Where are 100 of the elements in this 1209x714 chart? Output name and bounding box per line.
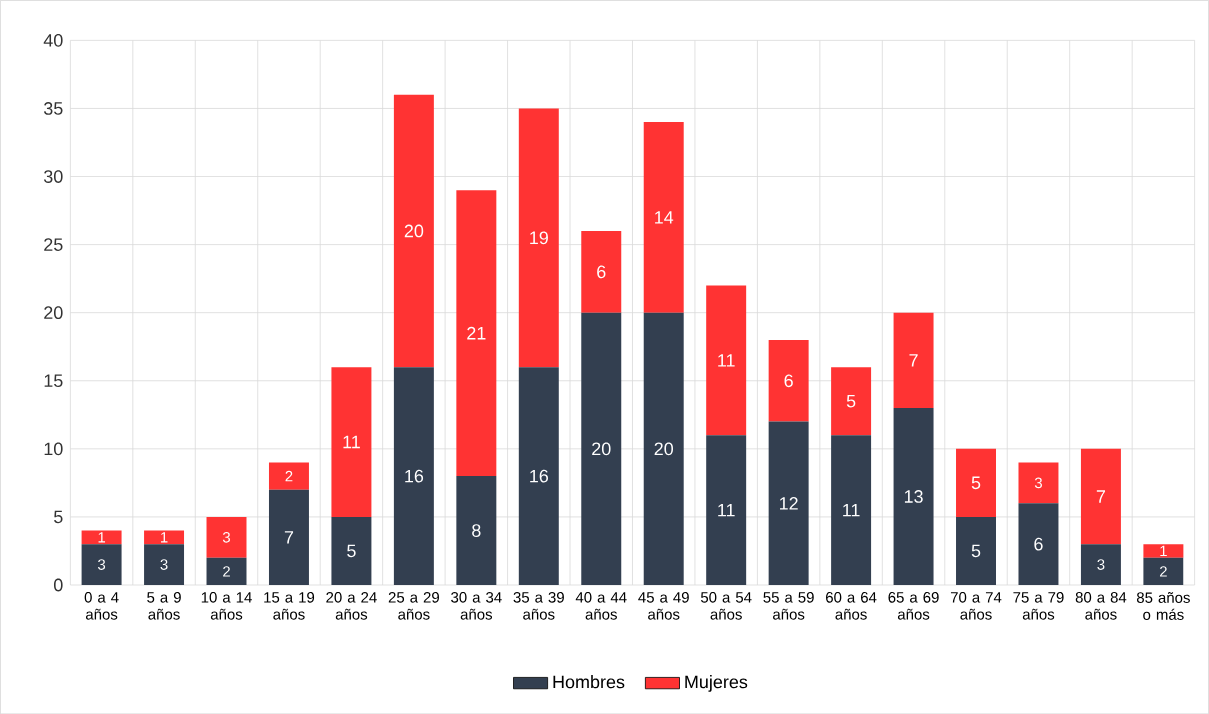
- data-label: 2: [223, 565, 230, 577]
- data-label: 6: [784, 374, 793, 387]
- bar: [643, 121, 684, 313]
- y-tick-label: 40: [43, 33, 63, 47]
- data-label: 12: [780, 496, 798, 510]
- bar: [81, 543, 122, 585]
- bar: [268, 489, 309, 585]
- data-label: 1: [1160, 545, 1167, 556]
- bar: [893, 312, 934, 408]
- y-tick-label: 5: [54, 510, 63, 524]
- data-label: 16: [405, 469, 424, 483]
- data-label: 21: [467, 326, 486, 340]
- legend-label: Mujeres: [685, 674, 748, 692]
- x-tick-label: 40 a 44 años: [575, 591, 627, 620]
- bar: [1018, 462, 1059, 504]
- bar: [81, 530, 122, 544]
- data-label: 1: [161, 532, 168, 543]
- x-tick-label: 80 a 84 años: [1075, 591, 1127, 620]
- bar: [1143, 543, 1184, 558]
- bar: [144, 530, 185, 544]
- x-tick-label: 45 a 49 años: [638, 591, 689, 620]
- data-label: 20: [592, 442, 611, 456]
- x-tick-label: 50 a 54 años: [700, 591, 752, 620]
- bar: [831, 435, 872, 585]
- data-label: 11: [718, 353, 735, 367]
- y-tick-label: 15: [44, 374, 63, 387]
- data-label: 11: [843, 503, 860, 517]
- x-tick-label: 30 a 34 años: [451, 591, 502, 620]
- data-label: 20: [404, 224, 424, 238]
- bar: [706, 285, 747, 436]
- data-label: 1: [98, 532, 106, 543]
- bar: [206, 557, 247, 585]
- data-label: 6: [597, 265, 606, 279]
- data-label: 8: [472, 524, 481, 537]
- data-label: 19: [530, 231, 548, 245]
- bar: [768, 421, 809, 585]
- y-tick-label: 0: [53, 578, 63, 592]
- data-label: 3: [97, 559, 106, 570]
- data-label: 11: [718, 503, 735, 517]
- data-label: 3: [222, 531, 231, 543]
- bar: [893, 407, 934, 585]
- bar: [518, 366, 559, 585]
- data-label: 14: [655, 211, 674, 224]
- data-label: 7: [1096, 490, 1106, 503]
- data-label: 20: [654, 442, 674, 456]
- x-tick-label: 65 a 69 años: [888, 591, 939, 620]
- data-label: 13: [904, 489, 923, 503]
- bar: [1143, 557, 1184, 585]
- bar: [393, 366, 434, 585]
- bar: [144, 543, 185, 585]
- x-tick-label: 55 a 59 años: [763, 591, 814, 620]
- bar: [331, 366, 372, 517]
- data-label: 16: [530, 469, 549, 483]
- y-tick-label: 35: [43, 101, 63, 115]
- data-label: 3: [1034, 477, 1042, 489]
- bar: [456, 475, 497, 585]
- x-tick-label: 35 a 39 años: [513, 591, 564, 620]
- bar: [206, 516, 247, 558]
- bar: [393, 94, 434, 367]
- bar: [268, 462, 309, 490]
- data-label: 5: [846, 394, 856, 408]
- y-tick-label: 10: [44, 442, 63, 456]
- data-label: 2: [285, 470, 293, 482]
- bar: [456, 189, 497, 476]
- data-label: 3: [160, 559, 168, 570]
- data-label: 7: [284, 530, 294, 544]
- bar: [1080, 543, 1121, 585]
- bar: [768, 339, 809, 422]
- data-label: 11: [343, 435, 360, 449]
- x-tick-label: 75 a 79 años: [1013, 591, 1064, 620]
- x-tick-label: 60 a 64 años: [826, 591, 877, 620]
- y-tick-label: 25: [44, 238, 63, 251]
- x-tick-label: 10 a 14 años: [201, 591, 252, 620]
- x-tick-label: 15 a 19 años: [264, 591, 315, 620]
- data-label: 7: [909, 353, 918, 367]
- legend-label: Hombres: [553, 674, 625, 689]
- data-label: 5: [347, 544, 356, 558]
- bar: [518, 108, 559, 367]
- bar: [706, 435, 747, 585]
- bar: [831, 366, 872, 436]
- bar: [1018, 503, 1059, 585]
- x-tick-label: 70 a 74 años: [950, 591, 1002, 620]
- bar: [643, 312, 684, 585]
- data-label: 2: [1159, 565, 1167, 577]
- x-tick-label: 25 a 29 años: [388, 591, 439, 620]
- x-tick-label: 20 a 24 años: [326, 591, 377, 620]
- bar: [331, 516, 372, 585]
- bar: [956, 448, 996, 517]
- bar: [581, 312, 622, 585]
- data-label: 5: [971, 476, 981, 490]
- y-tick-label: 30: [43, 169, 63, 183]
- bar: [956, 516, 996, 585]
- x-tick-label: 85 años o más: [1136, 591, 1190, 620]
- x-tick-label: 0 a 4 años: [84, 591, 119, 620]
- x-tick-label: 5 a 9 años: [147, 591, 181, 620]
- data-label: 5: [971, 544, 981, 558]
- data-label: 3: [1097, 559, 1105, 570]
- bar: [581, 230, 622, 313]
- bar: [1080, 448, 1121, 544]
- data-label: 6: [1034, 537, 1043, 551]
